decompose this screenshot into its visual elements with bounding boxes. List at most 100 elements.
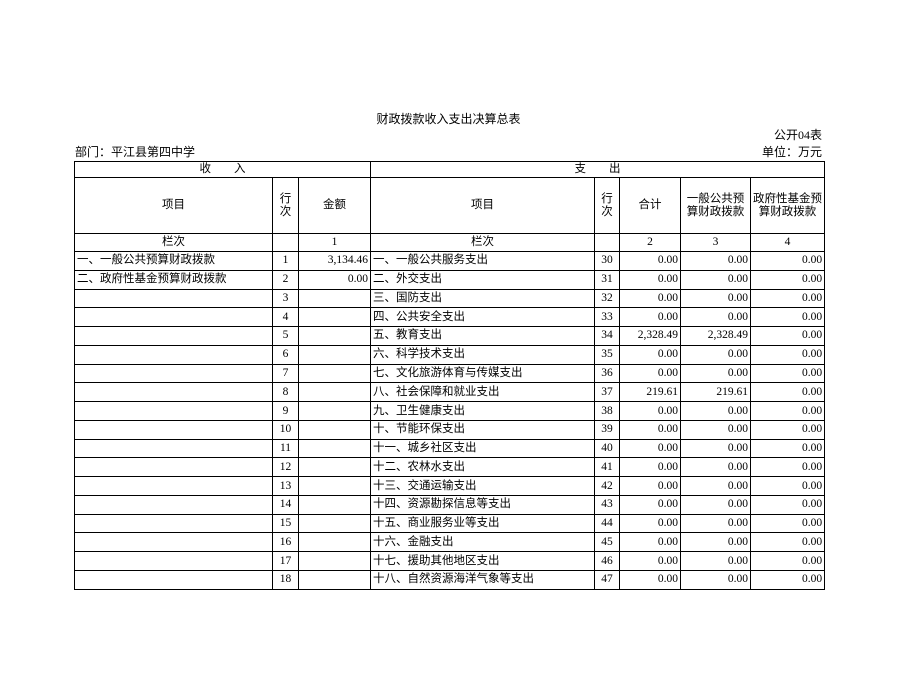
cell xyxy=(298,382,371,403)
cell: 0.00 xyxy=(749,382,826,403)
cell: 0.00 xyxy=(749,419,826,440)
cell: 0.00 xyxy=(749,494,826,515)
group-header: 收 入 xyxy=(74,161,371,178)
cell xyxy=(74,532,273,553)
table-code: 公开04表 xyxy=(773,128,822,142)
cell xyxy=(74,494,273,515)
cell: 11 xyxy=(272,438,299,459)
cell: 十三、交通运输支出 xyxy=(370,476,595,496)
cell: 0.00 xyxy=(749,363,826,384)
cell: 一、一般公共服务支出 xyxy=(370,251,595,271)
cell: 二、外交支出 xyxy=(370,269,595,290)
cell: 219.61 xyxy=(619,382,681,403)
cell: 八、社会保障和就业支出 xyxy=(370,382,595,403)
cell: 17 xyxy=(272,551,299,572)
cell: 七、文化旅游体育与传媒支出 xyxy=(370,363,595,384)
cell xyxy=(298,513,371,534)
data-row: 6 六、科学技术支出 35 0.00 0.00 0.00 xyxy=(74,344,826,365)
cell: 0.00 xyxy=(749,344,826,365)
cell: 0.00 xyxy=(680,494,751,515)
cell: 40 xyxy=(594,438,620,459)
data-row: 11 十一、城乡社区支出 40 0.00 0.00 0.00 xyxy=(74,438,826,459)
cell: 15 xyxy=(272,513,299,534)
cell: 43 xyxy=(594,494,620,515)
cell: 39 xyxy=(594,419,620,440)
cell: 33 xyxy=(594,307,620,328)
cell: 二、政府性基金预算财政拨款 xyxy=(74,269,273,290)
cell: 0.00 xyxy=(680,476,751,496)
cell: 0.00 xyxy=(680,513,751,534)
data-row: 一、一般公共预算财政拨款 1 3,134.46 一、一般公共服务支出 30 0.00 0.0… xyxy=(74,251,826,271)
cell: 35 xyxy=(594,344,620,365)
data-row: 4 四、公共安全支出 33 0.00 0.00 0.00 xyxy=(74,307,826,328)
index-cell xyxy=(272,233,299,252)
data-row: 8 八、社会保障和就业支出 37 219.61 219.61 0.00 xyxy=(74,382,826,403)
cell: 6 xyxy=(272,344,299,365)
unit: 单位：万元 xyxy=(761,145,822,159)
cell: 十五、商业服务业等支出 xyxy=(370,513,595,534)
cell: 0.00 xyxy=(749,532,826,553)
cell: 0.00 xyxy=(749,551,826,572)
cell: 十一、城乡社区支出 xyxy=(370,438,595,459)
cell xyxy=(298,344,371,365)
cell xyxy=(298,457,371,478)
data-row: 13 十三、交通运输支出 42 0.00 0.00 0.00 xyxy=(74,476,826,496)
cell: 0.00 xyxy=(680,551,751,572)
cell: 0.00 xyxy=(749,288,826,309)
column-header-row: 项目 行次 金额 项目 行次 合计 一般公共预算财政拨款 政府性基金预算财政拨款 xyxy=(74,177,826,234)
cell: 31 xyxy=(594,269,620,290)
cell xyxy=(74,438,273,459)
cell xyxy=(298,288,371,309)
cell: 十七、援助其他地区支出 xyxy=(370,551,595,572)
cell: 0.00 xyxy=(619,251,681,271)
data-row: 9 九、卫生健康支出 38 0.00 0.00 0.00 xyxy=(74,401,826,421)
cell: 38 xyxy=(594,401,620,421)
cell xyxy=(298,363,371,384)
cell: 18 xyxy=(272,570,299,590)
cell xyxy=(74,551,273,572)
cell: 47 xyxy=(594,570,620,590)
cell: 0.00 xyxy=(619,363,681,384)
cell: 219.61 xyxy=(680,382,751,403)
column-header: 行次 xyxy=(594,177,620,234)
cell xyxy=(74,382,273,403)
cell: 0.00 xyxy=(680,251,751,271)
cell xyxy=(298,326,371,346)
cell: 0.00 xyxy=(619,419,681,440)
cell: 0.00 xyxy=(680,419,751,440)
cell: 44 xyxy=(594,513,620,534)
data-row: 18 十八、自然资源海洋气象等支出 47 0.00 0.00 0.00 xyxy=(74,570,826,590)
cell xyxy=(298,532,371,553)
cell: 0.00 xyxy=(749,513,826,534)
cell: 0.00 xyxy=(680,532,751,553)
cell: 8 xyxy=(272,382,299,403)
cell: 0.00 xyxy=(680,344,751,365)
cell: 0.00 xyxy=(619,532,681,553)
cell: 14 xyxy=(272,494,299,515)
data-row: 10 十、节能环保支出 39 0.00 0.00 0.00 xyxy=(74,419,826,440)
data-row: 16 十六、金融支出 45 0.00 0.00 0.00 xyxy=(74,532,826,553)
cell xyxy=(74,401,273,421)
cell: 0.00 xyxy=(619,307,681,328)
cell: 0.00 xyxy=(619,438,681,459)
cell xyxy=(74,570,273,590)
cell: 0.00 xyxy=(680,438,751,459)
cell: 46 xyxy=(594,551,620,572)
cell: 四、公共安全支出 xyxy=(370,307,595,328)
cell: 36 xyxy=(594,363,620,384)
cell: 0.00 xyxy=(619,570,681,590)
cell: 12 xyxy=(272,457,299,478)
data-row: 3 三、国防支出 32 0.00 0.00 0.00 xyxy=(74,288,826,309)
column-header: 金额 xyxy=(298,177,371,234)
data-row: 14 十四、资源勘探信息等支出 43 0.00 0.00 0.00 xyxy=(74,494,826,515)
cell: 41 xyxy=(594,457,620,478)
cell: 9 xyxy=(272,401,299,421)
index-cell: 2 xyxy=(619,233,681,252)
group-header-row: 收 入支 出 xyxy=(74,161,826,178)
cell: 0.00 xyxy=(619,401,681,421)
cell: 0.00 xyxy=(619,513,681,534)
cell: 0.00 xyxy=(680,401,751,421)
column-header: 合计 xyxy=(619,177,681,234)
cell: 0.00 xyxy=(749,570,826,590)
